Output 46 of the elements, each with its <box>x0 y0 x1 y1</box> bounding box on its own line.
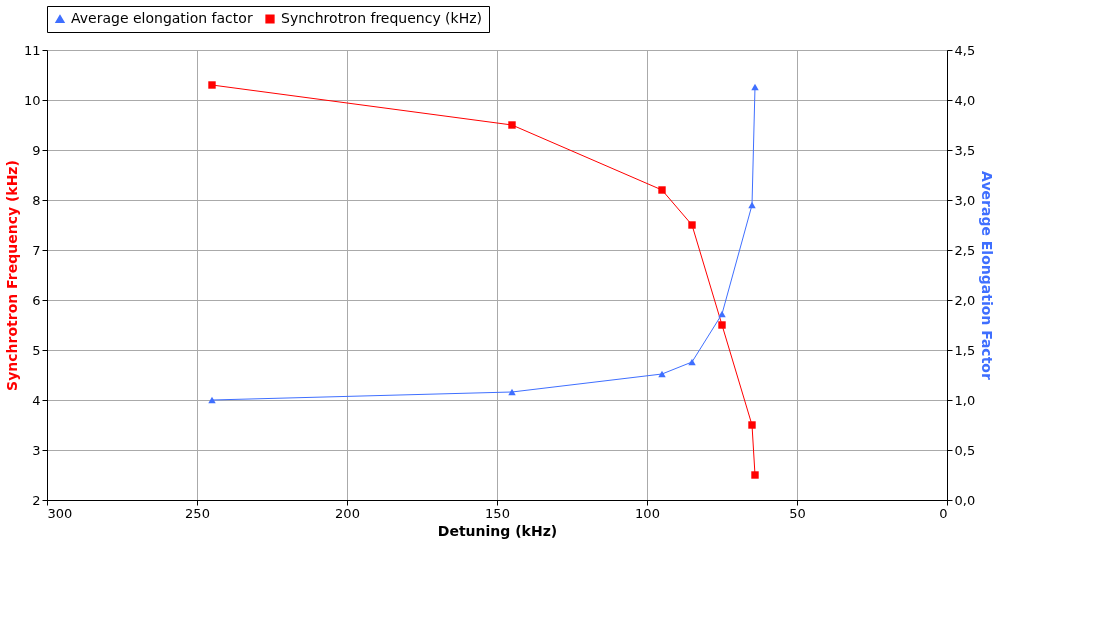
point <box>658 370 666 378</box>
legend-label: Synchrotron frequency (kHz) <box>281 10 483 26</box>
y-tick-label: 8 <box>32 192 41 208</box>
point <box>751 471 759 479</box>
point <box>208 81 216 89</box>
y2-tick-label: 3,5 <box>954 142 976 158</box>
point <box>718 321 726 329</box>
y2-tick-label: 1,0 <box>954 392 976 408</box>
y2-tick-label: 2,0 <box>954 292 976 308</box>
x-tick-label: 200 <box>335 505 360 521</box>
point <box>508 121 516 129</box>
x-tick-label: 100 <box>635 505 660 521</box>
y-tick-label: 4 <box>32 392 41 408</box>
y-tick-label: 7 <box>32 242 41 258</box>
point <box>688 358 696 366</box>
point <box>748 201 756 209</box>
y-tick-label: 3 <box>32 442 41 458</box>
x-tick-label: 0 <box>939 505 948 521</box>
y2-tick-label: 3,0 <box>954 192 976 208</box>
y-tick-label: 10 <box>23 92 41 108</box>
y2-tick-label: 1,5 <box>954 342 976 358</box>
y-axis-title: Synchrotron Frequency (kHz) <box>3 160 20 391</box>
point <box>718 310 726 318</box>
y-tick-label: 2 <box>32 492 41 508</box>
legend-label: Average elongation factor <box>71 10 253 26</box>
point <box>208 396 216 404</box>
y2-tick-label: 4,5 <box>954 42 976 58</box>
y2-tick-label: 4,0 <box>954 92 976 108</box>
y2-tick-label: 0,5 <box>954 442 976 458</box>
y-tick-label: 9 <box>32 142 41 158</box>
point <box>688 221 696 229</box>
y2-tick-label: 0,0 <box>954 492 976 508</box>
x-tick-label: 50 <box>789 505 806 521</box>
y-tick-label: 11 <box>23 42 41 58</box>
x-axis-title: Detuning (kHz) <box>437 522 558 539</box>
x-tick-label: 150 <box>485 505 510 521</box>
y-tick-label: 5 <box>32 342 41 358</box>
y2-axis-title: Average Elongation Factor <box>979 171 996 380</box>
point <box>508 388 516 396</box>
y2-tick-label: 2,5 <box>954 242 976 258</box>
x-tick-label: 300 <box>47 505 73 521</box>
point <box>658 186 666 194</box>
x-tick-label: 250 <box>185 505 210 521</box>
y-tick-label: 6 <box>32 292 41 308</box>
point <box>748 421 756 429</box>
point <box>751 83 759 91</box>
